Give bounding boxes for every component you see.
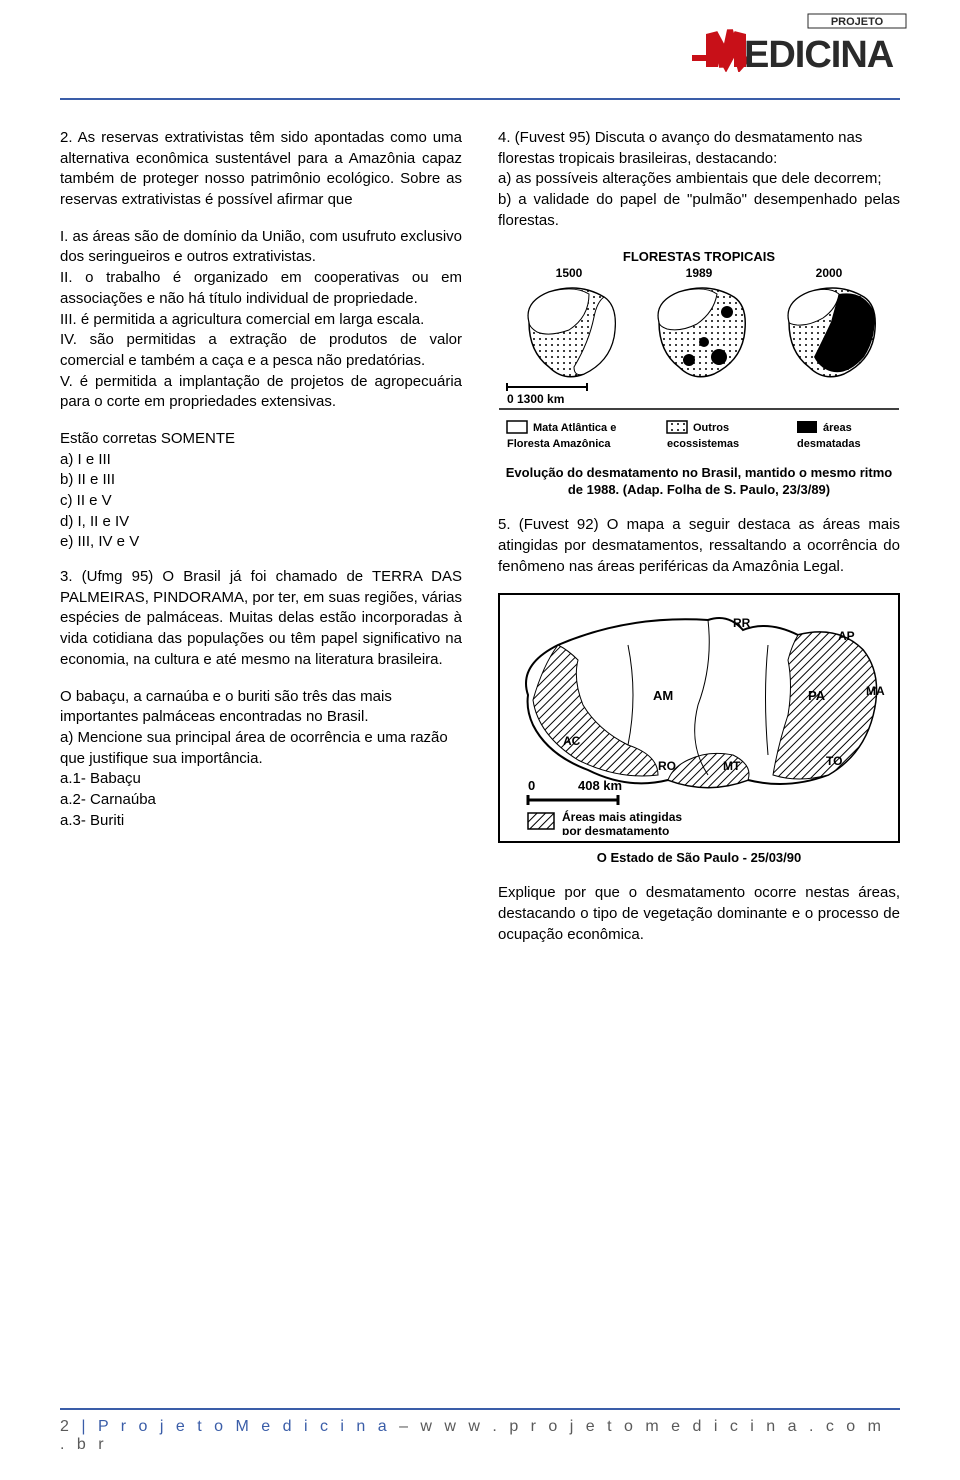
fig1-leg-2a: áreas [823,422,852,434]
fig1-year-2: 2000 [816,266,843,280]
fig2-state-rr: RR [733,616,751,630]
q4-b: b) a validade do papel de "pulmão" desem… [498,190,900,231]
figure-florestas-tropicais: FLORESTAS TROPICAIS 1500 1989 2000 [498,247,900,499]
fig2-state-ap: AP [838,629,855,643]
q3-body: O babaçu, a carnaúba e o buriti são três… [60,687,462,728]
fig1-leg-1b: ecossistemas [667,438,739,450]
q2-option-e: e) III, IV e V [60,532,462,553]
q4-a: a) as possíveis alterações ambientais qu… [498,169,900,190]
q2-intro: 2. As reservas extrativistas têm sido ap… [60,128,462,211]
fig2-caption: O Estado de São Paulo - 25/03/90 [597,849,801,867]
q2-option-b: b) II e III [60,470,462,491]
logo-top-label: PROJETO [831,16,884,28]
logo-word: EDICINA [744,34,894,72]
fig1-caption: Evolução do desmatamento no Brasil, mant… [498,465,900,499]
q3-sub-1: a.1- Babaçu [60,769,462,790]
q2-option-c: c) II e V [60,491,462,512]
fig1-scale: 0 1300 km [507,392,564,406]
footer-title: P r o j e t o M e d i c i n a [98,1418,391,1435]
logo: PROJETO EDICINA [690,12,910,77]
q2-statements: I. as áreas são de domínio da União, com… [60,227,462,413]
fig2-state-to: TO [826,754,842,768]
page: PROJETO EDICINA 2. As reservas extrativi… [0,0,960,1480]
fig2-scale-km: 408 km [578,778,622,793]
fig2-svg: RR AP AM PA MA AC RO MT TO [508,605,888,835]
fig2-state-ac: AC [563,734,581,748]
fig1-leg-0a: Mata Atlântica e [533,422,616,434]
q2-item-5: V. é permitida a implantação de projetos… [60,372,462,413]
fig2-state-am: AM [653,688,673,703]
q4-intro: 4. (Fuvest 95) Discuta o avanço do desma… [498,128,900,169]
fig1-year-1: 1989 [686,266,713,280]
fig2-legend-2: por desmatamento [562,824,669,835]
q3-sub-3: a.3- Buriti [60,811,462,832]
fig2-box: RR AP AM PA MA AC RO MT TO [498,593,900,843]
fig1-title: FLORESTAS TROPICAIS [623,249,775,264]
fig2-state-mt: MT [723,759,741,773]
q2-prompt: Estão corretas SOMENTE [60,429,462,450]
footer: 2 | P r o j e t o M e d i c i n a – w w … [60,1408,900,1454]
two-column-layout: 2. As reservas extrativistas têm sido ap… [60,128,900,961]
q2-item-2: II. o trabalho é organizado em cooperati… [60,268,462,309]
q5-intro: 5. (Fuvest 92) O mapa a seguir destaca a… [498,515,900,577]
fig1-leg-1a: Outros [693,422,729,434]
q3-intro: 3. (Ufmg 95) O Brasil já foi chamado de … [60,567,462,670]
right-column: 4. (Fuvest 95) Discuta o avanço do desma… [498,128,900,961]
top-divider [60,98,900,100]
q5-tail: Explique por que o desmatamento ocorre n… [498,883,900,945]
footer-dash: – [391,1418,421,1435]
q3-sub-2: a.2- Carnaúba [60,790,462,811]
q3-a: a) Mencione sua principal área de ocorrê… [60,728,462,769]
footer-sep: | [73,1418,98,1435]
q2-option-a: a) I e III [60,450,462,471]
q2-item-4: IV. são permitidas a extração de produto… [60,330,462,371]
fig1-year-0: 1500 [556,266,583,280]
q2-item-1: I. as áreas são de domínio da União, com… [60,227,462,268]
logo-svg: PROJETO EDICINA [690,12,910,72]
left-column: 2. As reservas extrativistas têm sido ap… [60,128,462,961]
fig2-state-pa: PA [808,688,826,703]
figure-amazonia-legal: RR AP AM PA MA AC RO MT TO [498,593,900,867]
q2-option-d: d) I, II e IV [60,512,462,533]
fig2-state-ro: RO [658,759,676,773]
fig2-legend-1: Áreas mais atingidas [562,809,682,824]
fig1-svg: FLORESTAS TROPICAIS 1500 1989 2000 [499,247,899,457]
q2-options-block: Estão corretas SOMENTE a) I e III b) II … [60,429,462,553]
fig1-leg-0b: Floresta Amazônica [507,438,611,450]
q2-item-3: III. é permitida a agricultura comercial… [60,310,462,331]
footer-pagenum: 2 [60,1418,73,1435]
fig2-state-ma: MA [866,684,885,698]
fig2-scale-0: 0 [528,778,535,793]
fig1-leg-2b: desmatadas [797,438,861,450]
